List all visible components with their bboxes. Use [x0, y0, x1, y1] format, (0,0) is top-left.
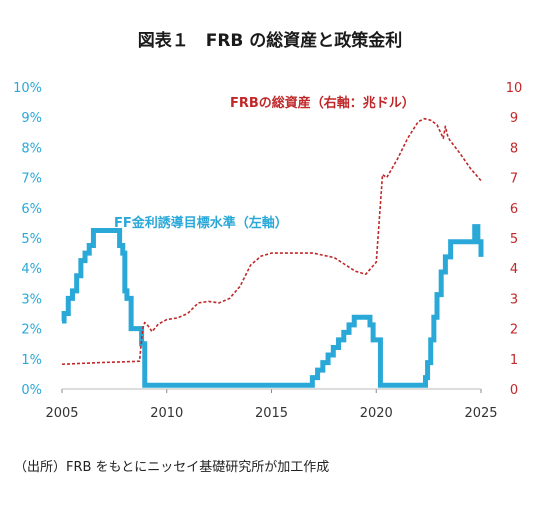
left-tick-label: 7%	[21, 172, 42, 187]
x-axis-ticks: 2005 2010 2015 2020 2025	[45, 389, 498, 421]
x-tick-label: 2025	[464, 406, 497, 421]
left-tick-label: 5%	[21, 232, 42, 247]
left-tick-label: 1%	[21, 353, 42, 368]
right-tick-label: 3	[510, 292, 518, 307]
frb-assets-series-label: FRBの総資産（右軸：兆ドル）	[230, 95, 415, 111]
ff-rate-line	[61, 224, 484, 388]
right-tick-label: 9	[510, 111, 518, 126]
ff-rate-series-label: FF金利誘導目標水準（左軸）	[114, 215, 288, 231]
source-note: （出所）FRB をもとにニッセイ基礎研究所が加工作成	[14, 460, 329, 475]
x-tick-label: 2020	[360, 406, 393, 421]
x-tick-label: 2005	[45, 406, 78, 421]
left-tick-label: 9%	[21, 111, 42, 126]
right-tick-label: 6	[510, 202, 518, 217]
frb-assets-line	[61, 117, 482, 366]
left-axis-ticks: 0% 1% 2% 3% 4% 5% 6% 7% 8% 9% 10%	[13, 81, 42, 398]
right-tick-label: 7	[510, 172, 518, 187]
right-tick-label: 2	[510, 323, 518, 338]
right-tick-label: 0	[510, 383, 518, 398]
left-tick-label: 2%	[21, 323, 42, 338]
series-layer	[61, 117, 484, 388]
left-tick-label: 3%	[21, 292, 42, 307]
left-tick-label: 0%	[21, 383, 42, 398]
x-tick-label: 2015	[255, 406, 288, 421]
x-tick-label: 2010	[150, 406, 183, 421]
left-tick-label: 8%	[21, 141, 42, 156]
chart-title: 図表１ FRB の総資産と政策金利	[138, 30, 403, 51]
right-tick-label: 1	[510, 353, 518, 368]
right-axis-ticks: 0 1 2 3 4 5 6 7 8 9 10	[506, 81, 523, 398]
left-tick-label: 6%	[21, 202, 42, 217]
left-tick-label: 10%	[13, 81, 42, 96]
right-tick-label: 10	[506, 81, 523, 96]
right-tick-label: 5	[510, 232, 518, 247]
right-tick-label: 8	[510, 141, 518, 156]
right-tick-label: 4	[510, 262, 518, 277]
left-tick-label: 4%	[21, 262, 42, 277]
